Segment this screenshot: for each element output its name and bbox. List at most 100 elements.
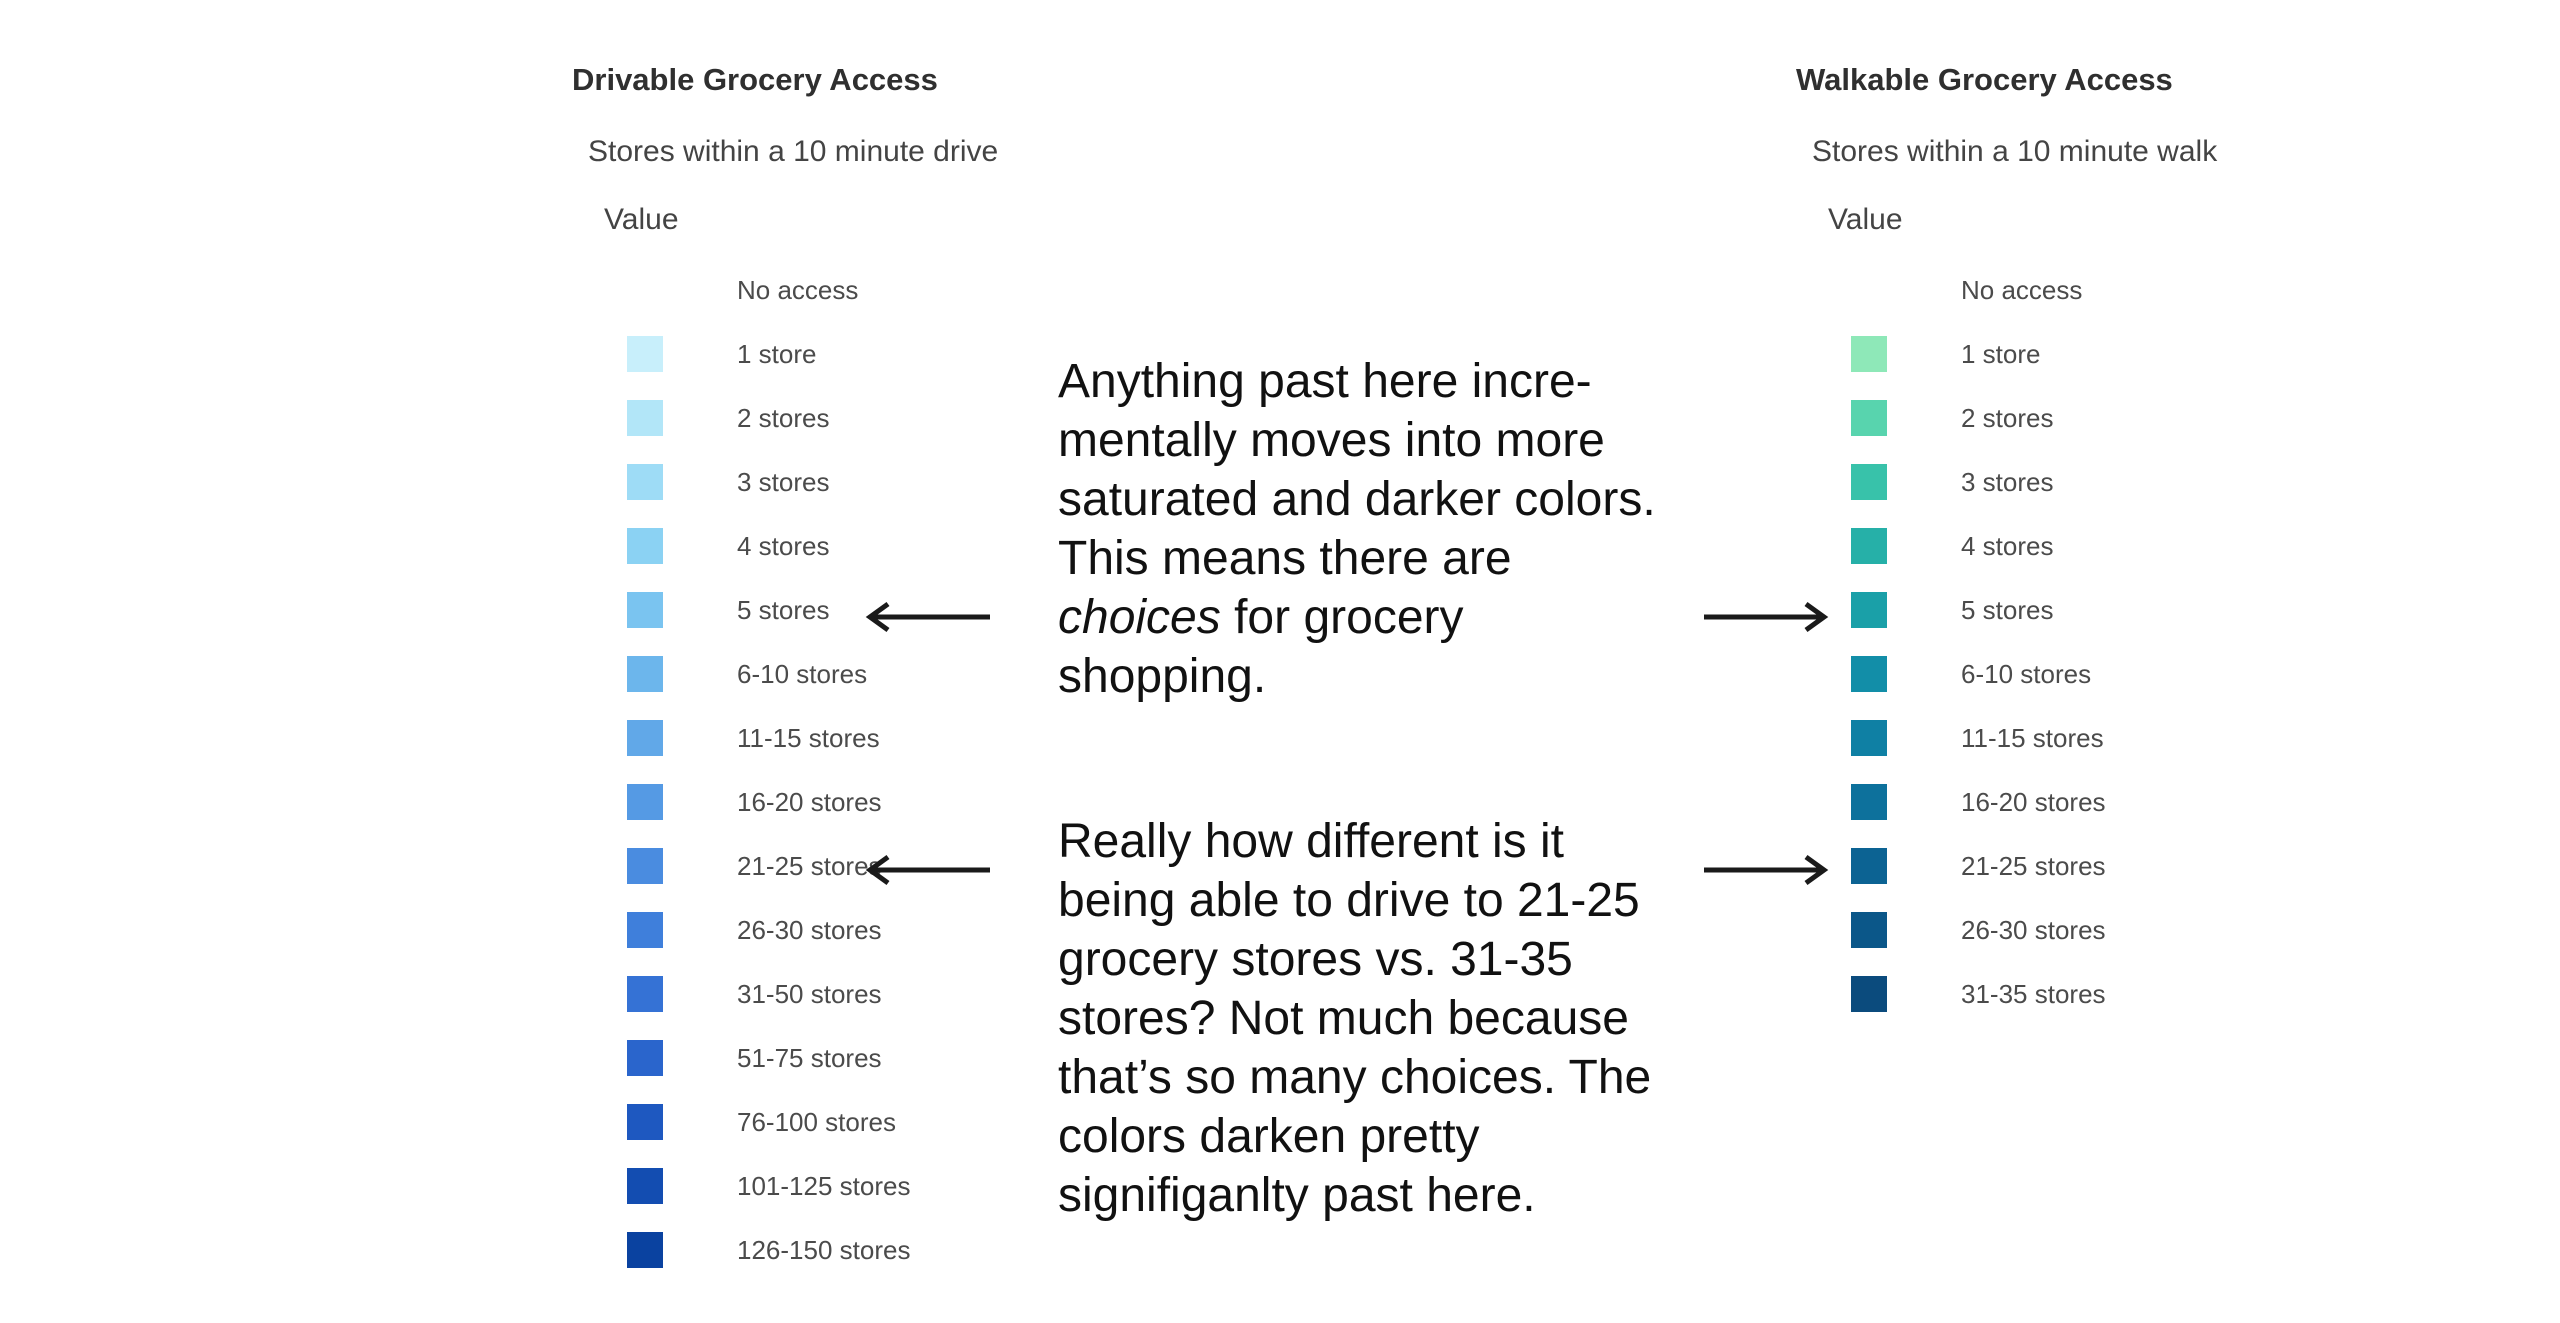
walkable-legend-swatch — [1851, 528, 1887, 564]
walkable-legend-item: 16-20 stores — [1851, 782, 2451, 822]
drivable-legend-item-label: 51-75 stores — [737, 1043, 882, 1073]
walkable-legend-swatch — [1851, 336, 1887, 372]
drivable-legend-item-label: No access — [737, 275, 859, 305]
drivable-legend-field-label: Value — [604, 203, 679, 236]
walkable-legend-title: Walkable Grocery Access — [1796, 62, 2173, 97]
annotation-choices: Anything past here incre-mentally moves … — [1058, 352, 1678, 706]
drivable-legend-item: 101-125 stores — [627, 1166, 1227, 1206]
drivable-legend-swatch — [627, 720, 663, 756]
drivable-legend-item-label: 4 stores — [737, 531, 830, 561]
drivable-legend-item-label: 1 store — [737, 339, 817, 369]
walkable-legend-swatch — [1851, 784, 1887, 820]
annotation-choices-text: Anything past here incre-mentally moves … — [1058, 352, 1678, 706]
drivable-legend-item-label: 16-20 stores — [737, 787, 882, 817]
drivable-legend-item: 5 stores — [627, 590, 1227, 630]
walkable-legend-item-label: 11-15 stores — [1961, 723, 2104, 753]
walkable-legend-item: No access — [1851, 270, 2451, 310]
walkable-legend-swatch — [1851, 464, 1887, 500]
drivable-legend-swatch — [627, 1104, 663, 1140]
drivable-legend-item: 1 store — [627, 334, 1227, 374]
drivable-legend-item: No access — [627, 270, 1227, 310]
drivable-legend-swatch — [627, 1040, 663, 1076]
walkable-legend-item: 11-15 stores — [1851, 718, 2451, 758]
right-arrow-icon-2 — [1704, 854, 1829, 886]
walkable-legend-swatch — [1851, 592, 1887, 628]
walkable-legend-swatch — [1851, 912, 1887, 948]
walkable-legend-item: 4 stores — [1851, 526, 2451, 566]
walkable-legend-item-label: No access — [1961, 275, 2083, 305]
drivable-legend-item-label: 76-100 stores — [737, 1107, 896, 1137]
walkable-legend-item: 5 stores — [1851, 590, 2451, 630]
drivable-legend-swatch — [627, 784, 663, 820]
annotation-darken-text: Really how different is it being able to… — [1058, 815, 1652, 1222]
left-arrow-icon-1 — [865, 601, 990, 633]
drivable-legend-item: 4 stores — [627, 526, 1227, 566]
walkable-legend-item: 26-30 stores — [1851, 910, 2451, 950]
drivable-legend-swatch — [627, 976, 663, 1012]
walkable-legend-field-label: Value — [1828, 203, 1903, 236]
drivable-legend-swatch — [627, 656, 663, 692]
drivable-legend-item: 6-10 stores — [627, 654, 1227, 694]
drivable-legend: Drivable Grocery Access Stores within a … — [572, 0, 1332, 1323]
drivable-legend-item-label: 5 stores — [737, 595, 830, 625]
drivable-legend-swatch — [627, 528, 663, 564]
annotation-choices-after: for grocery shopping. — [1058, 591, 1464, 703]
drivable-legend-item-label: 3 stores — [737, 467, 830, 497]
annotation-choices-emphasis: choices — [1058, 591, 1221, 644]
walkable-legend-item-label: 6-10 stores — [1961, 659, 2092, 689]
drivable-legend-item-label: 6-10 stores — [737, 659, 868, 689]
drivable-legend-item-label: 11-15 stores — [737, 723, 880, 753]
drivable-legend-item: 126-150 stores — [627, 1230, 1227, 1270]
drivable-legend-swatch — [627, 400, 663, 436]
walkable-legend-swatch — [1851, 656, 1887, 692]
walkable-legend-item: 3 stores — [1851, 462, 2451, 502]
drivable-legend-item-label: 21-25 stores — [737, 851, 882, 881]
drivable-legend-item: 26-30 stores — [627, 910, 1227, 950]
drivable-legend-item: 3 stores — [627, 462, 1227, 502]
walkable-legend-item-label: 16-20 stores — [1961, 787, 2106, 817]
right-arrow-icon-1 — [1704, 601, 1829, 633]
drivable-legend-item-label: 2 stores — [737, 403, 830, 433]
drivable-legend-item: 2 stores — [627, 398, 1227, 438]
drivable-legend-item: 51-75 stores — [627, 1038, 1227, 1078]
drivable-legend-item-label: 101-125 stores — [737, 1171, 911, 1201]
walkable-legend-item-label: 21-25 stores — [1961, 851, 2106, 881]
annotation-darken: Really how different is it being able to… — [1058, 812, 1678, 1225]
drivable-legend-item: 21-25 stores — [627, 846, 1227, 886]
drivable-legend-item: 76-100 stores — [627, 1102, 1227, 1142]
drivable-legend-item-label: 31-50 stores — [737, 979, 882, 1009]
walkable-legend-subtitle: Stores within a 10 minute walk — [1812, 135, 2218, 168]
walkable-legend-item-label: 1 store — [1961, 339, 2041, 369]
walkable-legend-swatch — [1851, 976, 1887, 1012]
walkable-legend-swatch — [1851, 400, 1887, 436]
walkable-legend-item: 21-25 stores — [1851, 846, 2451, 886]
drivable-legend-item-label: 126-150 stores — [737, 1235, 911, 1265]
drivable-legend-swatch — [627, 912, 663, 948]
walkable-legend-item-label: 2 stores — [1961, 403, 2054, 433]
drivable-legend-swatch — [627, 336, 663, 372]
walkable-legend-item-label: 4 stores — [1961, 531, 2054, 561]
walkable-legend-item-label: 26-30 stores — [1961, 915, 2106, 945]
walkable-legend-item: 6-10 stores — [1851, 654, 2451, 694]
drivable-legend-swatch — [627, 1168, 663, 1204]
walkable-legend-item: 2 stores — [1851, 398, 2451, 438]
drivable-legend-title: Drivable Grocery Access — [572, 62, 938, 97]
left-arrow-icon-2 — [865, 854, 990, 886]
walkable-legend: Walkable Grocery Access Stores within a … — [1796, 0, 2556, 1323]
drivable-legend-subtitle: Stores within a 10 minute drive — [588, 135, 999, 168]
drivable-legend-swatch — [627, 592, 663, 628]
walkable-legend-item: 1 store — [1851, 334, 2451, 374]
drivable-legend-item-label: 26-30 stores — [737, 915, 882, 945]
annotation-choices-before: Anything past here incre-mentally moves … — [1058, 355, 1656, 585]
drivable-legend-swatch — [627, 1232, 663, 1268]
walkable-legend-item-label: 31-35 stores — [1961, 979, 2106, 1009]
drivable-legend-item: 11-15 stores — [627, 718, 1227, 758]
drivable-legend-swatch — [627, 464, 663, 500]
walkable-legend-item-label: 3 stores — [1961, 467, 2054, 497]
walkable-legend-item-label: 5 stores — [1961, 595, 2054, 625]
walkable-legend-swatch — [1851, 720, 1887, 756]
walkable-legend-swatch — [1851, 848, 1887, 884]
drivable-legend-swatch — [627, 848, 663, 884]
drivable-legend-item: 16-20 stores — [627, 782, 1227, 822]
walkable-legend-item: 31-35 stores — [1851, 974, 2451, 1014]
